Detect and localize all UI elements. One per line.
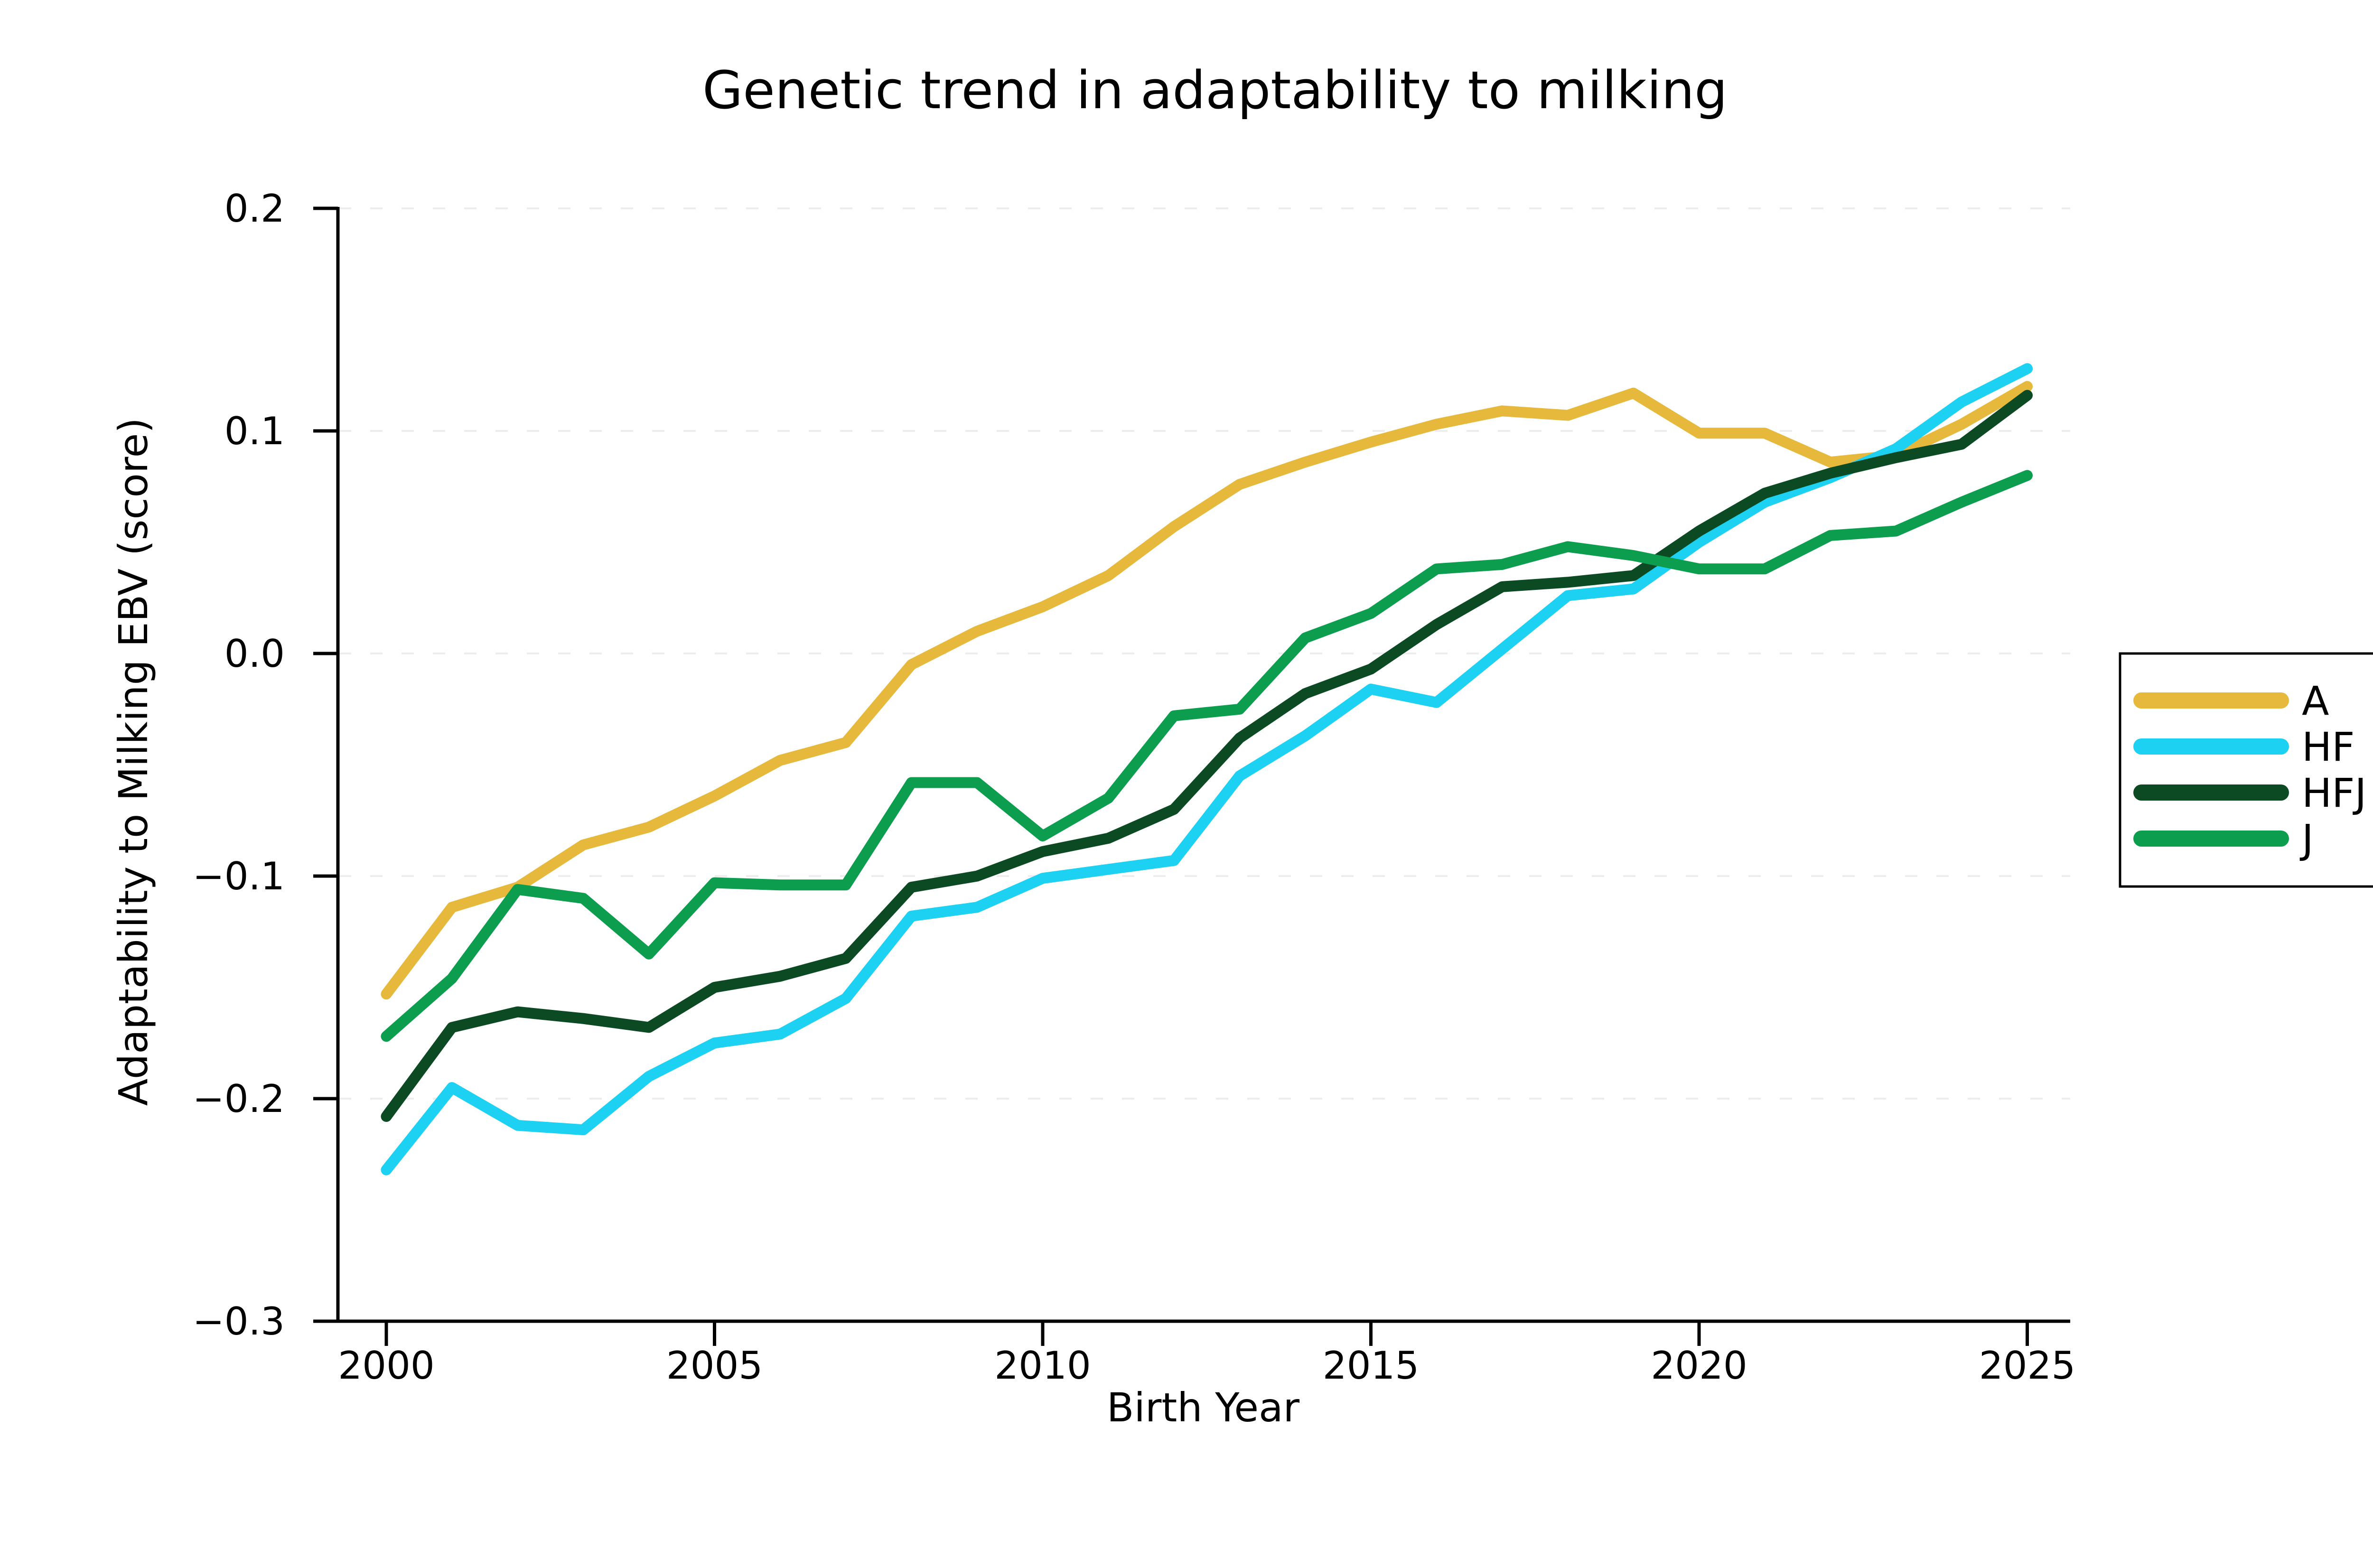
legend-label-J: J [2299,816,2314,862]
series-line-J [381,470,2033,1042]
y-tick-label: 0.0 [224,632,285,676]
y-axis-label: Adaptability to Milking EBV (score) [110,418,157,1106]
series-group [381,363,2033,1176]
y-tick-label: −0.1 [193,854,285,898]
y-tick-label: −0.3 [193,1299,285,1344]
legend-box [2119,652,2373,888]
y-tick-label: 0.1 [224,409,285,453]
y-tick-label: 0.2 [224,187,285,231]
legend-label-HFJ: HFJ [2302,770,2366,816]
x-tick-label: 2025 [1979,1344,2076,1388]
legend-label-A: A [2302,678,2329,724]
chart-title: Genetic trend in adaptability to milking [702,60,1728,121]
x-tick-label: 2015 [1323,1344,1420,1388]
x-tick-label: 2000 [338,1344,435,1388]
x-tick-label: 2020 [1651,1344,1747,1388]
axes-group [336,207,2070,1323]
x-axis-label: Birth Year [1107,1384,1300,1431]
x-tick-label: 2005 [666,1344,763,1388]
series-line-HFJ [381,390,2033,1122]
x-tick-label: 2010 [994,1344,1091,1388]
gridlines-group [339,207,2070,1322]
ticks-group: 0.2 0.1 0.0 −0.1 −0.2 −0.3 2000 2005 2010 2015 202… [193,187,2076,1388]
series-line-A [381,381,2033,1000]
y-tick-label: −0.2 [193,1077,285,1121]
legend-label-HF: HF [2302,724,2354,770]
series-line-HF [381,363,2033,1176]
